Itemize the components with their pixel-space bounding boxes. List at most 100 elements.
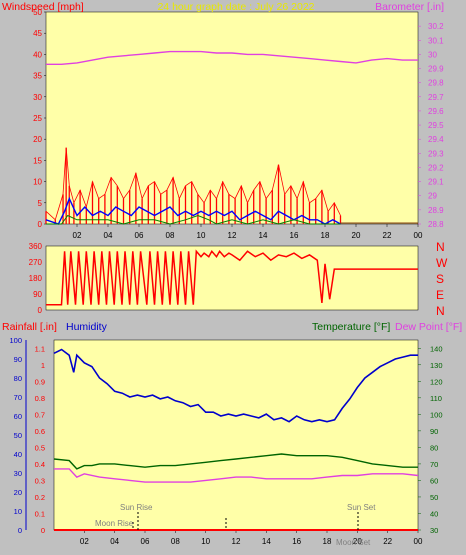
temp-series: [53, 348, 419, 531]
barometer-tick-label: 28.9: [428, 206, 444, 215]
rain-tick-label: 0.8: [35, 394, 45, 403]
dewpoint-line: [54, 468, 419, 483]
wind-left-tick-label: 30: [33, 93, 42, 102]
wind-x-tick-label: 16: [290, 231, 299, 240]
temp-x-tick-label: 22: [383, 537, 392, 546]
temp-x-tick-label: 06: [141, 537, 150, 546]
direction-series: [46, 249, 418, 306]
moon-set-label: Moon Set: [336, 538, 371, 547]
barometer-tick-label: 29.5: [428, 121, 444, 130]
temp-x-tick-label: 18: [323, 537, 332, 546]
wind-minimum-line: [46, 214, 341, 225]
wind-left-tick-label: 45: [33, 29, 42, 38]
direction-left-tick-label: 180: [29, 274, 43, 283]
temp-x-tick-label: 10: [201, 537, 210, 546]
wind-left-tick-label: 20: [33, 135, 42, 144]
wind-x-tick-label: 10: [197, 231, 206, 240]
wind-x-tick-label: 20: [352, 231, 361, 240]
barometer-tick-label: 29.8: [428, 79, 444, 88]
humidity-tick-label: 0: [18, 526, 22, 535]
barometer-line: [46, 50, 418, 66]
wind-x-tick-label: 12: [228, 231, 237, 240]
humidity-axis-label: Humidity: [66, 321, 108, 333]
sun-set-label: Sun Set: [347, 503, 376, 512]
humidity-tick-label: 100: [9, 336, 22, 345]
rain-tick-label: 0.5: [35, 443, 45, 452]
rain-tick-label: 0.6: [35, 427, 45, 436]
wind-left-axis-label: Windspeed [mph]: [2, 1, 84, 13]
temp-x-tick-label: 12: [232, 537, 241, 546]
temperature-tick-label: 130: [430, 361, 443, 370]
humidity-tick-label: 90: [14, 355, 22, 364]
rain-tick-label: 0.4: [35, 460, 45, 469]
humidity-line: [53, 348, 418, 423]
temp-x-tick-label: 20: [353, 537, 362, 546]
direction-compass-label: N: [436, 304, 445, 318]
temperature-tick-label: 40: [430, 509, 438, 518]
rain-tick-label: 1.1: [35, 344, 45, 353]
rain-tick-label: 0.7: [35, 410, 45, 419]
barometer-tick-label: 29.6: [428, 107, 444, 116]
direction-compass-label: E: [436, 288, 444, 302]
temperature-tick-label: 90: [430, 427, 438, 436]
temperature-line: [53, 453, 418, 470]
wind-x-tick-label: 06: [135, 231, 144, 240]
temperature-tick-label: 50: [430, 493, 438, 502]
moon-rise-label: Moon Rise: [95, 519, 134, 528]
rain-tick-label: 0.3: [35, 476, 45, 485]
temp-x-tick-label: 14: [262, 537, 271, 546]
barometer-tick-label: 30: [428, 50, 437, 59]
wind-average-line: [45, 196, 341, 225]
direction-left-ticks: 0 90 180 270 360: [29, 242, 43, 315]
temp-plot-area: [53, 339, 419, 531]
wind-x-tick-label: 14: [259, 231, 268, 240]
direction-compass-label: N: [436, 240, 445, 254]
humidity-tick-label: 70: [14, 393, 22, 402]
wind-left-tick-label: 0: [38, 220, 43, 229]
wind-x-tick-label: 04: [104, 231, 113, 240]
direction-compass-label: S: [436, 272, 444, 286]
rain-tick-label: 0: [41, 526, 45, 535]
barometer-tick-label: 30.2: [428, 22, 444, 31]
barometer-tick-label: 29.2: [428, 163, 444, 172]
temp-x-tick-label: 16: [292, 537, 301, 546]
humidity-tick-label: 80: [14, 374, 22, 383]
temp-x-ticks: 02 04 06 08 10 12 14 16 18 20 22 00: [80, 530, 423, 546]
wind-left-tick-label: 40: [33, 50, 42, 59]
temp-x-tick-label: 00: [414, 537, 423, 546]
temperature-tick-label: 60: [430, 476, 438, 485]
temp-x-tick-label: 08: [171, 537, 180, 546]
wind-direction-line: [46, 249, 418, 306]
rain-axis-label: Rainfall [.in]: [2, 321, 57, 333]
wind-x-tick-label: 02: [73, 231, 82, 240]
wind-x-ticks: 02 04 06 08 10 12 14 16 18 20 22 00: [73, 224, 423, 240]
wind-plot-area: [45, 11, 419, 225]
humidity-tick-label: 20: [14, 488, 22, 497]
temperature-tick-label: 70: [430, 460, 438, 469]
humidity-tick-label: 60: [14, 412, 22, 421]
wind-right-ticks: 28.8 28.9 29 29.1 29.2 29.3 29.4 29.5 29.6 29.7 29…: [418, 22, 444, 229]
temperature-ticks: 30 40 50 60 70 80 90 100 110 120 130 140: [418, 344, 443, 535]
wind-series: [45, 50, 418, 225]
temp-x-tick-label: 02: [80, 537, 89, 546]
wind-x-tick-label: 08: [166, 231, 175, 240]
wind-x-tick-label: 18: [321, 231, 330, 240]
wind-gust-line: [45, 147, 341, 221]
wind-left-tick-label: 50: [33, 8, 42, 17]
humidity-tick-label: 40: [14, 450, 22, 459]
humidity-tick-label: 30: [14, 469, 22, 478]
direction-left-tick-label: 360: [29, 242, 43, 251]
direction-left-tick-label: 270: [29, 258, 43, 267]
rain-tick-label: 1: [41, 361, 45, 370]
barometer-tick-label: 29.4: [428, 135, 444, 144]
barometer-tick-label: 30.1: [428, 36, 444, 45]
temperature-tick-label: 100: [430, 410, 443, 419]
direction-left-tick-label: 90: [33, 290, 42, 299]
wind-left-ticks: 0 5 10 15 20 25 30 35 40 45 50: [33, 8, 46, 229]
dewpoint-axis-label: Dew Point [°F]: [395, 321, 462, 333]
wind-left-tick-label: 35: [33, 72, 42, 81]
rain-tick-label: 0.2: [35, 493, 45, 502]
humidity-ticks: 0 10 20 30 40 50 60 70 80 90 100: [9, 336, 27, 535]
